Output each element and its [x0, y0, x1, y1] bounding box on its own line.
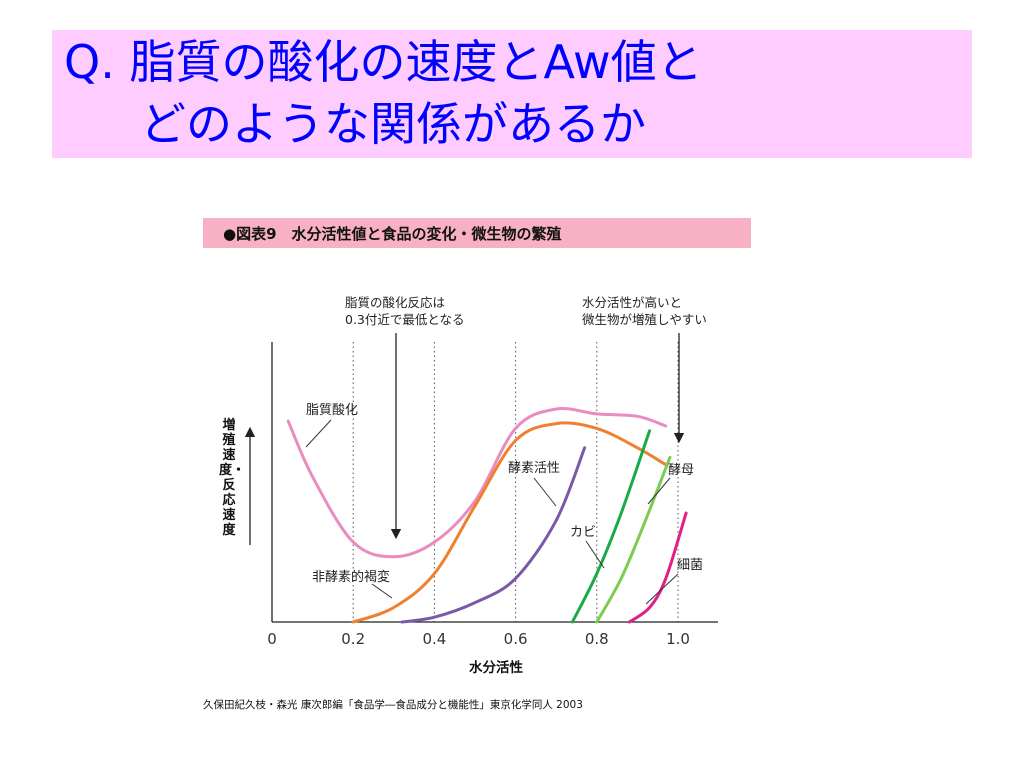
annotation-leader-4 [647, 477, 671, 505]
x-tick-label-1: 0.2 [341, 630, 365, 648]
note-left-line2: 0.3付近で最低となる [345, 312, 465, 327]
figure-header-text: ●図表9 水分活性値と食品の変化・微生物の繁殖 [223, 225, 562, 243]
x-tick-label-4: 0.8 [585, 630, 609, 648]
series-line-4 [595, 455, 672, 624]
source-citation: 久保田紀久枝・森光 康次郎編「食品学―食品成分と機能性」東京化学同人 2003 [203, 699, 583, 711]
annotation-leader-0 [305, 419, 332, 448]
annotation-leader-1 [371, 583, 393, 599]
annotation-label-5: 細菌 [677, 558, 703, 573]
series-line-0 [286, 406, 668, 559]
note-left-line1: 脂質の酸化反応は [345, 295, 446, 310]
y-axis-label: 増殖速度・反応速度 [219, 418, 246, 538]
slide-title-line1: Q. 脂質の酸化の速度とAw値と [64, 35, 703, 89]
series-line-5 [627, 511, 688, 624]
x-tick-label-3: 0.6 [504, 630, 528, 648]
annotation-leader-2 [533, 477, 557, 507]
series-line-1 [351, 421, 668, 624]
annotation-label-1: 非酵素的褐変 [312, 569, 390, 585]
x-tick-label-0: 0 [267, 630, 277, 648]
annotation-label-3: カビ [570, 525, 596, 540]
annotation-label-0: 脂質酸化 [306, 403, 358, 418]
note-right-line1: 水分活性が高いと [582, 295, 683, 310]
title-box [52, 30, 972, 158]
note-right-line2: 微生物が増殖しやすい [582, 312, 707, 327]
x-tick-label-5: 1.0 [666, 630, 690, 648]
series-layer [286, 406, 688, 624]
slide-title-line2: どのような関係があるか [140, 97, 646, 151]
annotation-label-2: 酵素活性 [508, 461, 560, 476]
annotation-leader-3 [585, 540, 605, 569]
annotation-label-4: 酵母 [668, 463, 694, 478]
series-line-3 [570, 429, 652, 624]
annotation-leader-5 [645, 573, 679, 605]
x-tick-label-2: 0.4 [422, 630, 446, 648]
grid-layer [352, 342, 679, 622]
figure-header: ●図表9 水分活性値と食品の変化・微生物の繁殖 [203, 218, 751, 248]
axis-layer: 0 0.2 0.4 0.6 0.8 1.0 水分活性 [267, 342, 718, 676]
series-line-2 [400, 446, 587, 624]
x-axis-label: 水分活性 [469, 659, 523, 676]
